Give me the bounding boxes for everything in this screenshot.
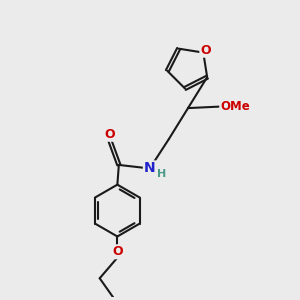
Text: OMe: OMe <box>220 100 250 113</box>
Text: O: O <box>104 128 115 141</box>
Text: O: O <box>112 245 123 258</box>
Text: N: N <box>144 161 156 176</box>
Text: O: O <box>200 44 211 57</box>
Text: H: H <box>158 169 167 179</box>
